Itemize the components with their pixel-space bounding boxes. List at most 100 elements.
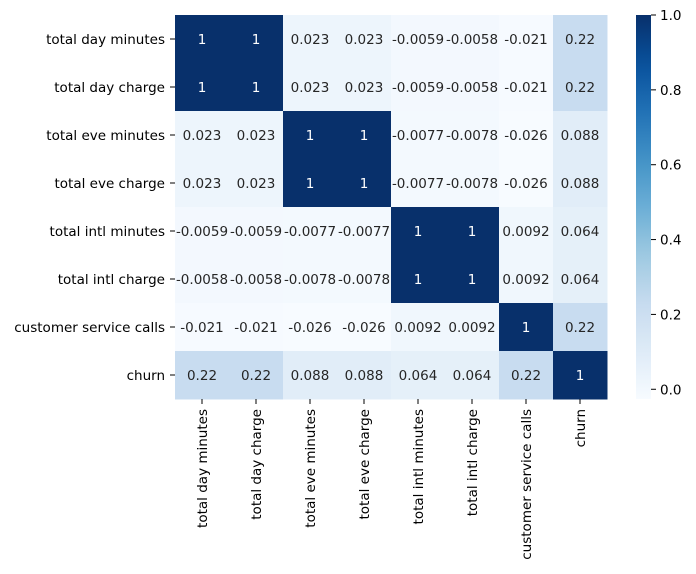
cell-annotation: -0.026	[504, 128, 548, 144]
heatmap-cell	[229, 15, 284, 64]
colorbar-gradient	[636, 15, 651, 399]
heatmap-cell	[229, 207, 284, 256]
x-tick-label: total intl charge	[465, 409, 481, 516]
y-tick-label: total eve minutes	[46, 128, 165, 144]
heatmap-cell	[283, 351, 338, 400]
heatmap-cell	[229, 111, 284, 160]
heatmap-cell	[553, 207, 608, 256]
heatmap-cell	[445, 303, 500, 352]
heatmap-cell	[391, 63, 446, 112]
cell-annotation: -0.026	[342, 320, 386, 336]
cell-annotation: 1	[306, 128, 315, 144]
heatmap-cell	[229, 63, 284, 112]
heatmap-cell	[553, 63, 608, 112]
heatmap-cell	[283, 159, 338, 208]
x-tick-label: total day charge	[249, 409, 265, 520]
cell-annotation: -0.026	[504, 176, 548, 192]
heatmap-cells: 1 1 0.023 0.023 -0.0059 -0.0058 -0.021 0.221 1 0.…	[175, 15, 608, 400]
y-axis-tick-labels: total day minutes total day charge total e…	[14, 32, 175, 384]
cell-annotation: 1	[198, 32, 207, 48]
cell-annotation: -0.021	[504, 80, 548, 96]
cell-annotation: -0.021	[180, 320, 224, 336]
cell-annotation: 1	[252, 32, 261, 48]
heatmap-cell	[229, 255, 284, 304]
cell-annotation: -0.0059	[176, 224, 228, 240]
colorbar-tick-label: 1.0	[660, 8, 681, 24]
heatmap-cell	[283, 207, 338, 256]
heatmap-cell	[499, 159, 554, 208]
heatmap-cell	[175, 303, 230, 352]
heatmap-cell	[337, 159, 392, 208]
heatmap-cell	[175, 159, 230, 208]
cell-annotation: 0.064	[453, 368, 492, 384]
heatmap-cell	[445, 207, 500, 256]
cell-annotation: 1	[306, 176, 315, 192]
cell-annotation: 0.088	[345, 368, 384, 384]
cell-annotation: 0.0092	[502, 224, 549, 240]
cell-annotation: 0.22	[565, 80, 595, 96]
cell-annotation: 1	[414, 272, 423, 288]
heatmap-cell	[391, 351, 446, 400]
cell-annotation: 0.023	[345, 32, 384, 48]
cell-annotation: 0.0092	[502, 272, 549, 288]
cell-annotation: -0.026	[288, 320, 332, 336]
cell-annotation: 1	[576, 368, 585, 384]
x-tick-label: total intl minutes	[411, 409, 427, 524]
heatmap-cell	[229, 303, 284, 352]
colorbar-tick-label: 0.4	[660, 233, 681, 249]
heatmap-cell	[337, 255, 392, 304]
heatmap-cell	[553, 111, 608, 160]
cell-annotation: 0.088	[291, 368, 330, 384]
cell-annotation: -0.0059	[392, 80, 444, 96]
cell-annotation: 0.023	[291, 80, 330, 96]
heatmap-cell	[229, 159, 284, 208]
cell-annotation: 1	[414, 224, 423, 240]
heatmap-cell	[391, 207, 446, 256]
heatmap-cell	[391, 303, 446, 352]
colorbar: 0.0 0.2 0.4 0.6 0.8 1.0	[636, 8, 681, 399]
heatmap-cell	[499, 111, 554, 160]
heatmap-cell	[337, 351, 392, 400]
heatmap-cell	[283, 303, 338, 352]
cell-annotation: 0.0092	[394, 320, 441, 336]
cell-annotation: -0.021	[234, 320, 278, 336]
cell-annotation: -0.0059	[392, 32, 444, 48]
cell-annotation: -0.0077	[392, 176, 444, 192]
heatmap-cell	[553, 159, 608, 208]
x-axis-tick-labels: total day minutes total day charge total e…	[195, 399, 589, 560]
cell-annotation: 0.023	[183, 128, 222, 144]
heatmap-cell	[283, 63, 338, 112]
y-tick-label: total eve charge	[55, 176, 166, 192]
cell-annotation: 1	[360, 176, 369, 192]
cell-annotation: 0.023	[183, 176, 222, 192]
cell-annotation: 1	[468, 272, 477, 288]
heatmap-cell	[445, 15, 500, 64]
y-tick-label: total intl minutes	[50, 224, 165, 240]
x-tick-label: total eve charge	[357, 409, 373, 520]
cell-annotation: -0.0059	[230, 224, 282, 240]
heatmap-cell	[445, 63, 500, 112]
heatmap-cell	[445, 255, 500, 304]
cell-annotation: -0.0058	[446, 32, 498, 48]
heatmap-cell	[391, 255, 446, 304]
heatmap-cell	[337, 207, 392, 256]
cell-annotation: 0.064	[561, 272, 600, 288]
cell-annotation: -0.0058	[176, 272, 228, 288]
cell-annotation: 1	[252, 80, 261, 96]
heatmap-cell	[175, 111, 230, 160]
heatmap-cell	[337, 63, 392, 112]
heatmap-cell	[337, 111, 392, 160]
heatmap-cell	[391, 15, 446, 64]
cell-annotation: 0.22	[511, 368, 541, 384]
colorbar-tick-label: 0.0	[660, 382, 681, 398]
heatmap-cell	[553, 303, 608, 352]
heatmap-cell	[499, 63, 554, 112]
heatmap-cell	[175, 255, 230, 304]
x-tick-label: total eve minutes	[303, 409, 319, 528]
heatmap-cell	[499, 255, 554, 304]
cell-annotation: 0.22	[565, 320, 595, 336]
colorbar-tick-label: 0.6	[660, 158, 681, 174]
colorbar-tick-label: 0.2	[660, 307, 681, 323]
heatmap-cell	[553, 15, 608, 64]
